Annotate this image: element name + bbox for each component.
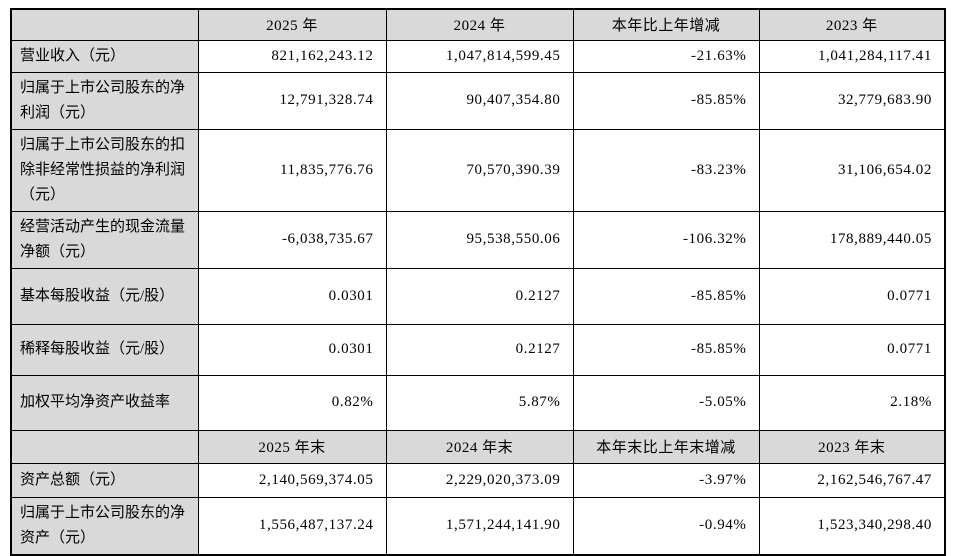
value-change: -85.85% bbox=[572, 71, 760, 130]
table-row-net-profit: 归属于上市公司股东的净利润（元） 12,791,328.74 90,407,35… bbox=[10, 71, 946, 130]
value-change: -5.05% bbox=[572, 374, 760, 431]
value-change: -83.23% bbox=[572, 128, 760, 212]
table-row-weighted-avg-roe: 加权平均净资产收益率 0.82% 5.87% -5.05% 2.18% bbox=[10, 374, 946, 431]
value-2023: 32,779,683.90 bbox=[758, 71, 946, 130]
section1-header-change: 本年比上年增减 bbox=[572, 8, 760, 41]
value-2024: 5.87% bbox=[385, 374, 574, 431]
value-2025: -6,038,735.67 bbox=[197, 210, 387, 269]
value-2023: 0.0771 bbox=[758, 267, 946, 325]
table-row-diluted-eps: 稀释每股收益（元/股） 0.0301 0.2127 -85.85% 0.0771 bbox=[10, 323, 946, 376]
value-2024-end: 2,229,020,373.09 bbox=[385, 462, 574, 498]
table-row-operating-cash-flow: 经营活动产生的现金流量净额（元） -6,038,735.67 95,538,55… bbox=[10, 210, 946, 269]
value-2025: 821,162,243.12 bbox=[197, 39, 387, 73]
value-change: -85.85% bbox=[572, 267, 760, 325]
metric-label: 资产总额（元） bbox=[10, 462, 199, 498]
value-change: -0.94% bbox=[572, 496, 760, 555]
section2-header-2023-end: 2023 年末 bbox=[758, 429, 946, 464]
value-2023: 1,041,284,117.41 bbox=[758, 39, 946, 73]
value-2024: 1,047,814,599.45 bbox=[385, 39, 574, 73]
metric-label: 加权平均净资产收益率 bbox=[10, 374, 199, 431]
value-2025: 11,835,776.76 bbox=[197, 128, 387, 212]
section2-header-change: 本年末比上年末增减 bbox=[572, 429, 760, 464]
value-2025: 12,791,328.74 bbox=[197, 71, 387, 130]
value-2024-end: 1,571,244,141.90 bbox=[385, 496, 574, 555]
value-2025: 0.0301 bbox=[197, 267, 387, 325]
metric-label: 基本每股收益（元/股） bbox=[10, 267, 199, 325]
value-2024: 0.2127 bbox=[385, 267, 574, 325]
value-2023: 178,889,440.05 bbox=[758, 210, 946, 269]
table-row-basic-eps: 基本每股收益（元/股） 0.0301 0.2127 -85.85% 0.0771 bbox=[10, 267, 946, 325]
section1-corner-cell bbox=[10, 8, 199, 41]
value-change: -3.97% bbox=[572, 462, 760, 498]
value-change: -85.85% bbox=[572, 323, 760, 376]
section2-header-2024-end: 2024 年末 bbox=[385, 429, 574, 464]
value-change: -106.32% bbox=[572, 210, 760, 269]
section1-header-row: 2025 年 2024 年 本年比上年增减 2023 年 bbox=[10, 8, 946, 41]
metric-label: 营业收入（元） bbox=[10, 39, 199, 73]
value-2023: 31,106,654.02 bbox=[758, 128, 946, 212]
section2-header-row: 2025 年末 2024 年末 本年末比上年末增减 2023 年末 bbox=[10, 429, 946, 464]
value-2025-end: 2,140,569,374.05 bbox=[197, 462, 387, 498]
section2-corner-cell bbox=[10, 429, 199, 464]
section1-header-2025: 2025 年 bbox=[197, 8, 387, 41]
metric-label: 归属于上市公司股东的净资产（元） bbox=[10, 496, 199, 555]
value-2024: 70,570,390.39 bbox=[385, 128, 574, 212]
metric-label: 归属于上市公司股东的净利润（元） bbox=[10, 71, 199, 130]
table-row-net-assets: 归属于上市公司股东的净资产（元） 1,556,487,137.24 1,571,… bbox=[10, 496, 946, 555]
metric-label: 经营活动产生的现金流量净额（元） bbox=[10, 210, 199, 269]
value-2023-end: 1,523,340,298.40 bbox=[758, 496, 946, 555]
value-2024: 0.2127 bbox=[385, 323, 574, 376]
value-2024: 95,538,550.06 bbox=[385, 210, 574, 269]
table-row-deducted-net-profit: 归属于上市公司股东的扣除非经常性损益的净利润（元） 11,835,776.76 … bbox=[10, 128, 946, 212]
value-2025-end: 1,556,487,137.24 bbox=[197, 496, 387, 555]
table-row-revenue: 营业收入（元） 821,162,243.12 1,047,814,599.45 … bbox=[10, 39, 946, 73]
section2-header-2025-end: 2025 年末 bbox=[197, 429, 387, 464]
value-2024: 90,407,354.80 bbox=[385, 71, 574, 130]
value-change: -21.63% bbox=[572, 39, 760, 73]
metric-label: 归属于上市公司股东的扣除非经常性损益的净利润（元） bbox=[10, 128, 199, 212]
section1-header-2024: 2024 年 bbox=[385, 8, 574, 41]
table-row-total-assets: 资产总额（元） 2,140,569,374.05 2,229,020,373.0… bbox=[10, 462, 946, 498]
value-2025: 0.0301 bbox=[197, 323, 387, 376]
financial-summary-table: 2025 年 2024 年 本年比上年增减 2023 年 营业收入（元） 821… bbox=[10, 8, 946, 556]
section1-header-2023: 2023 年 bbox=[758, 8, 946, 41]
value-2023-end: 2,162,546,767.47 bbox=[758, 462, 946, 498]
value-2025: 0.82% bbox=[197, 374, 387, 431]
metric-label: 稀释每股收益（元/股） bbox=[10, 323, 199, 376]
value-2023: 0.0771 bbox=[758, 323, 946, 376]
value-2023: 2.18% bbox=[758, 374, 946, 431]
